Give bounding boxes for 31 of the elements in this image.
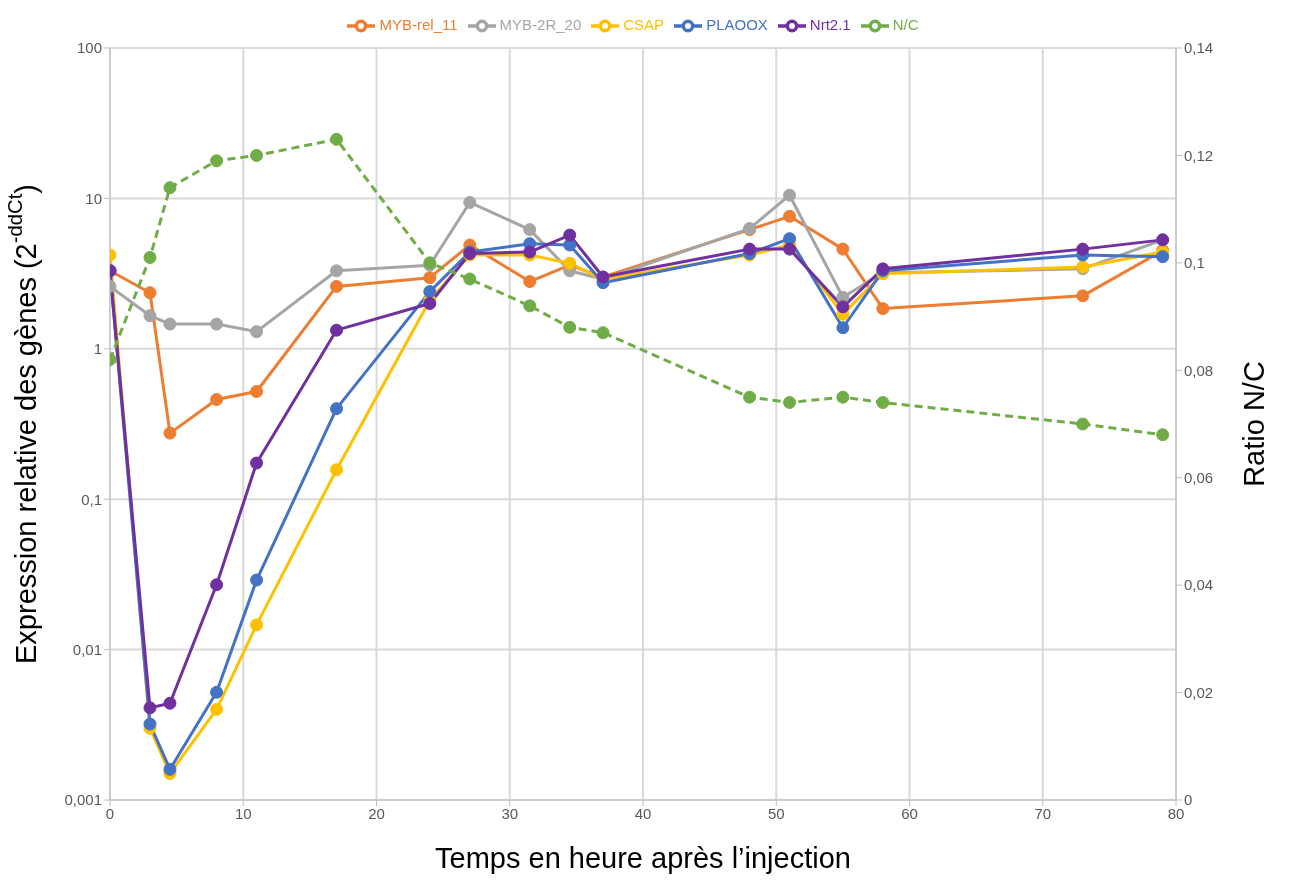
x-tick-label: 0 — [105, 804, 115, 822]
x-tick-label: 60 — [901, 804, 918, 822]
y-tick-label: 0,01 — [72, 640, 102, 658]
y2-tick-label: 0,12 — [1184, 146, 1214, 164]
x-tick-label: 70 — [1034, 804, 1052, 822]
x-tick-label: 50 — [767, 804, 785, 822]
y2-tick-label: 0 — [1184, 791, 1193, 809]
legend-label: PLAOOX — [706, 15, 768, 33]
x-tick-label: 40 — [634, 804, 652, 822]
y-tick-label: 1 — [93, 340, 102, 358]
y2-tick-label: 0,02 — [1184, 683, 1214, 701]
legend-label: MYB-2R_20 — [499, 15, 582, 33]
y2-tick-label: 0,04 — [1184, 576, 1214, 594]
legend-label: Nrt2.1 — [809, 15, 851, 33]
legend-label: N/C — [892, 15, 919, 33]
x-tick-label: 20 — [368, 804, 385, 822]
y-tick-label: 0,1 — [81, 490, 102, 508]
legend-label: CSAP — [623, 15, 665, 33]
y2-tick-label: 0,1 — [1184, 254, 1205, 272]
x-tick-label: 30 — [501, 804, 519, 822]
y-tick-label: 100 — [76, 39, 102, 57]
x-axis-title: Temps en heure après l’injection — [435, 842, 851, 874]
y-tick-label: 0,001 — [64, 791, 102, 809]
y-tick-label: 10 — [85, 189, 102, 207]
x-tick-label: 10 — [234, 804, 252, 822]
y2-axis-title: Ratio N/C — [1238, 361, 1270, 487]
x-tick-label: 80 — [1167, 804, 1185, 822]
y2-tick-label: 0,08 — [1184, 361, 1214, 379]
y2-tick-label: 0,14 — [1184, 39, 1214, 57]
y2-tick-label: 0,06 — [1184, 469, 1214, 487]
legend-label: MYB-rel_11 — [379, 15, 458, 33]
